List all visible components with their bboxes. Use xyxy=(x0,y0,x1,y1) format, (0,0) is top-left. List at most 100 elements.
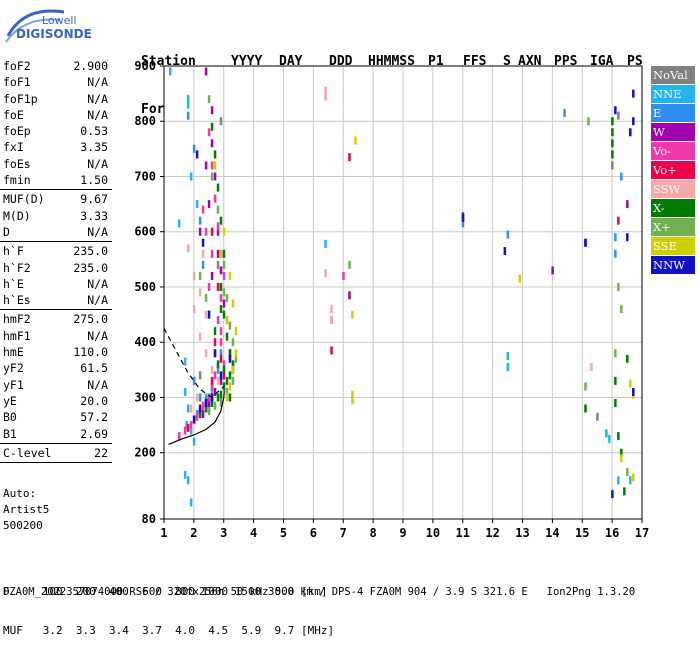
param-name: B0 xyxy=(3,410,17,425)
data-point xyxy=(629,476,632,485)
data-point xyxy=(219,282,223,291)
data-point xyxy=(623,487,626,496)
data-point xyxy=(222,249,226,258)
data-point xyxy=(626,200,629,209)
y-tick-label: 200 xyxy=(134,446,156,460)
param-value: 275.0 xyxy=(73,312,108,327)
data-point xyxy=(195,412,199,421)
header-label-11: PS xyxy=(627,54,643,69)
data-point xyxy=(222,310,226,319)
legend-item-sse: SSE xyxy=(651,237,695,256)
data-point xyxy=(584,238,587,247)
param-row: h`F2 235.0 xyxy=(0,260,112,276)
data-point xyxy=(201,260,205,269)
data-point xyxy=(348,260,351,269)
data-point xyxy=(216,227,220,236)
data-point xyxy=(189,421,193,430)
y-tick-label: 700 xyxy=(134,169,156,183)
param-value: 20.0 xyxy=(80,393,108,408)
data-point xyxy=(219,349,223,358)
header-label-3: DDD xyxy=(329,54,353,69)
param-value: 2.900 xyxy=(73,59,108,73)
data-point xyxy=(204,67,208,76)
param-row: hmE 110.0 xyxy=(0,344,112,360)
data-point xyxy=(192,437,196,446)
header-label-4: HHMMSS xyxy=(368,54,415,69)
param-value: N/A xyxy=(87,377,108,392)
param-value: N/A xyxy=(87,328,108,343)
param-name: foF1 xyxy=(3,75,31,90)
data-point xyxy=(614,398,617,407)
x-tick-label: 10 xyxy=(426,526,440,540)
data-point xyxy=(210,382,214,391)
data-point xyxy=(213,387,217,396)
data-point xyxy=(584,404,587,413)
param-name: hmF2 xyxy=(3,312,31,327)
param-name: M(D) xyxy=(3,208,31,223)
param-value: 57.2 xyxy=(80,410,108,425)
x-tick-label: 7 xyxy=(340,526,347,540)
data-point xyxy=(195,200,199,209)
data-point xyxy=(183,470,187,479)
param-row: foEp 0.53 xyxy=(0,123,112,139)
data-point xyxy=(228,382,232,391)
data-point xyxy=(189,426,193,435)
param-value: 1.50 xyxy=(80,173,108,188)
param-name: yF1 xyxy=(3,377,24,392)
data-point xyxy=(222,260,226,269)
data-point xyxy=(503,247,507,256)
data-point xyxy=(225,376,229,385)
muf-row: MUF 3.2 3.3 3.4 3.7 4.0 4.5 5.9 9.7 [MHz… xyxy=(3,624,335,637)
y-tick-label: 900 xyxy=(134,59,156,73)
x-tick-label: 17 xyxy=(635,526,649,540)
data-point xyxy=(461,213,465,222)
note-line-2: Artist5 xyxy=(3,503,50,516)
data-point xyxy=(506,352,510,361)
logo-swoosh-2 xyxy=(5,18,61,43)
data-point xyxy=(210,106,214,115)
logo-text-lowell: Lowell xyxy=(42,14,77,27)
data-point xyxy=(222,227,226,236)
param-row: foE N/A xyxy=(0,107,112,123)
data-point xyxy=(234,349,238,358)
param-value: 3.35 xyxy=(80,140,108,155)
param-row: h`E N/A xyxy=(0,276,112,292)
data-point xyxy=(207,407,211,416)
header-label-5: P1 xyxy=(428,54,444,69)
data-point xyxy=(216,393,220,402)
data-point xyxy=(614,106,617,115)
header-label-7: S xyxy=(503,54,511,69)
data-point xyxy=(204,398,208,407)
param-value: N/A xyxy=(87,75,108,90)
distance-row: D 100 200 400 600 800 1000 1500 3000 [km… xyxy=(3,585,328,598)
param-separator xyxy=(0,241,112,243)
param-separator xyxy=(0,309,112,311)
x-tick-label: 5 xyxy=(280,526,287,540)
data-point xyxy=(225,393,229,402)
data-point xyxy=(234,354,238,363)
data-point xyxy=(354,136,357,145)
note-line-1: Auto: xyxy=(3,487,37,500)
data-point xyxy=(204,227,208,236)
data-point xyxy=(189,404,193,413)
data-point xyxy=(234,327,238,336)
data-point xyxy=(351,396,354,405)
data-point xyxy=(330,346,333,355)
data-point xyxy=(183,426,187,435)
param-name: foF1p xyxy=(3,91,38,106)
data-point xyxy=(207,398,211,407)
y-tick-label: 600 xyxy=(134,225,156,239)
data-point xyxy=(228,354,232,363)
data-point xyxy=(216,222,220,231)
virtual-height-trace xyxy=(163,328,225,399)
data-point xyxy=(210,365,214,374)
data-point xyxy=(506,230,510,239)
header-label-10: IGA xyxy=(590,54,614,69)
data-point xyxy=(231,338,235,347)
data-point xyxy=(195,150,199,159)
x-tick-label: 6 xyxy=(310,526,317,540)
data-point xyxy=(186,423,190,432)
data-point xyxy=(207,282,211,291)
param-value: N/A xyxy=(87,156,108,171)
true-height-profile xyxy=(168,390,225,445)
